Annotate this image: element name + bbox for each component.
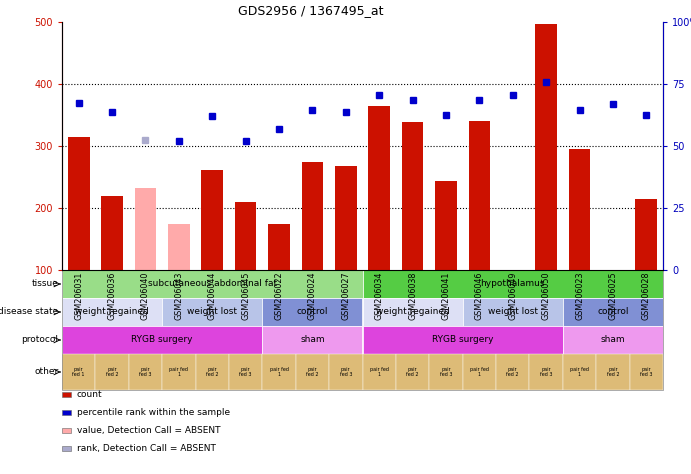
Bar xyxy=(569,149,590,270)
Bar xyxy=(68,137,90,270)
Bar xyxy=(463,354,496,390)
Bar xyxy=(263,298,363,326)
Bar xyxy=(62,447,71,451)
Bar xyxy=(62,410,71,415)
Bar xyxy=(435,182,457,270)
Text: weight regained: weight regained xyxy=(376,308,449,317)
Bar xyxy=(630,354,663,390)
Bar xyxy=(463,298,563,326)
Bar xyxy=(62,298,162,326)
Text: pair
fed 2: pair fed 2 xyxy=(406,366,419,377)
Bar xyxy=(296,354,329,390)
Text: pair
fed 3: pair fed 3 xyxy=(139,366,152,377)
Text: pair
fed 2: pair fed 2 xyxy=(106,366,118,377)
Text: pair
fed 1: pair fed 1 xyxy=(73,366,85,377)
Bar xyxy=(368,106,390,270)
Text: GDS2956 / 1367495_at: GDS2956 / 1367495_at xyxy=(238,4,384,17)
Text: pair fed
1: pair fed 1 xyxy=(370,366,389,377)
Bar xyxy=(563,298,663,326)
Text: pair
fed 3: pair fed 3 xyxy=(239,366,252,377)
Text: pair
fed 3: pair fed 3 xyxy=(640,366,652,377)
Bar xyxy=(196,354,229,390)
Text: weight regained: weight regained xyxy=(75,308,149,317)
Bar xyxy=(468,121,490,270)
Bar xyxy=(301,162,323,270)
Bar xyxy=(62,270,663,390)
Text: weight lost: weight lost xyxy=(187,308,237,317)
Text: pair fed
1: pair fed 1 xyxy=(470,366,489,377)
Text: protocol: protocol xyxy=(21,336,59,345)
Bar xyxy=(62,354,95,390)
Bar xyxy=(268,224,290,270)
Text: pair
fed 3: pair fed 3 xyxy=(439,366,452,377)
Bar xyxy=(62,270,363,298)
Bar xyxy=(235,202,256,270)
Text: sham: sham xyxy=(300,336,325,345)
Bar xyxy=(102,196,123,270)
Bar xyxy=(201,170,223,270)
Text: RYGB surgery: RYGB surgery xyxy=(432,336,493,345)
Bar xyxy=(563,326,663,354)
Bar xyxy=(95,354,129,390)
Bar xyxy=(168,224,190,270)
Text: pair fed
1: pair fed 1 xyxy=(169,366,189,377)
Text: RYGB surgery: RYGB surgery xyxy=(131,336,193,345)
Bar xyxy=(129,354,162,390)
Bar xyxy=(363,326,563,354)
Bar xyxy=(363,354,396,390)
Text: count: count xyxy=(77,390,102,399)
Text: subcutaneous abdominal fat: subcutaneous abdominal fat xyxy=(148,280,277,289)
Bar xyxy=(263,354,296,390)
Bar xyxy=(62,392,71,397)
Text: value, Detection Call = ABSENT: value, Detection Call = ABSENT xyxy=(77,426,220,435)
Bar xyxy=(229,354,263,390)
Text: pair fed
1: pair fed 1 xyxy=(269,366,289,377)
Bar xyxy=(363,298,463,326)
Bar xyxy=(636,199,657,270)
Bar xyxy=(335,166,357,270)
Text: disease state: disease state xyxy=(0,308,59,317)
Text: pair
fed 2: pair fed 2 xyxy=(306,366,319,377)
Bar xyxy=(529,354,563,390)
Text: pair fed
1: pair fed 1 xyxy=(570,366,589,377)
Bar xyxy=(135,188,156,270)
Bar xyxy=(563,354,596,390)
Text: pair
fed 2: pair fed 2 xyxy=(206,366,218,377)
Bar xyxy=(429,354,463,390)
Bar xyxy=(62,326,263,354)
Text: percentile rank within the sample: percentile rank within the sample xyxy=(77,408,229,417)
Bar xyxy=(496,354,529,390)
Text: weight lost: weight lost xyxy=(488,308,538,317)
Text: control: control xyxy=(597,308,629,317)
Bar xyxy=(401,122,424,270)
Bar xyxy=(162,298,263,326)
Bar xyxy=(62,428,71,433)
Text: rank, Detection Call = ABSENT: rank, Detection Call = ABSENT xyxy=(77,444,216,453)
Bar xyxy=(596,354,630,390)
Bar xyxy=(396,354,429,390)
Text: pair
fed 3: pair fed 3 xyxy=(339,366,352,377)
Text: other: other xyxy=(35,367,59,376)
Bar xyxy=(162,354,196,390)
Text: tissue: tissue xyxy=(32,280,59,289)
Text: pair
fed 2: pair fed 2 xyxy=(507,366,519,377)
Bar xyxy=(263,326,363,354)
Text: pair
fed 2: pair fed 2 xyxy=(607,366,619,377)
Bar xyxy=(329,354,363,390)
Text: control: control xyxy=(296,308,328,317)
Bar xyxy=(363,270,663,298)
Text: sham: sham xyxy=(600,336,625,345)
Text: pair
fed 3: pair fed 3 xyxy=(540,366,552,377)
Text: hypothalamus: hypothalamus xyxy=(480,280,545,289)
Bar xyxy=(536,24,557,270)
